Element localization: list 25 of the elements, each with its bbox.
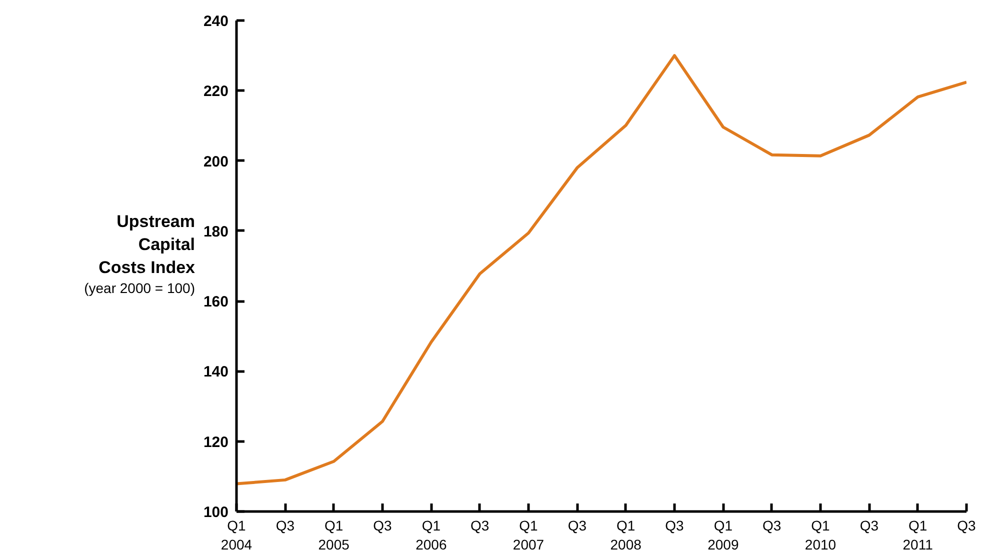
- x-tick-label: Q3: [568, 518, 587, 534]
- y-tick-label: 180: [203, 223, 229, 240]
- x-tick-label: Q3: [957, 518, 976, 534]
- y-tick-label: 160: [203, 294, 229, 311]
- x-tick-label: Q3: [276, 518, 295, 534]
- x-tick-label: Q3: [665, 518, 684, 534]
- x-tick-label: Q3: [762, 518, 782, 534]
- x-tick-label: Q3: [860, 518, 879, 534]
- y-tick-label: 240: [203, 13, 229, 30]
- text: (year 2000 = 100): [84, 279, 195, 297]
- line-series: [236, 54, 966, 486]
- x-tick-label: Q1 2010: [804, 518, 836, 553]
- x-tick-label: Q1 2005: [318, 518, 350, 553]
- x-tick-label: Q3: [470, 518, 490, 534]
- x-tick-label: Q1 2011: [902, 518, 934, 553]
- y-tick-label: 220: [203, 83, 229, 100]
- x-tick-label: Q1 2008: [610, 518, 642, 553]
- x-tick-label: Q1 2006: [416, 518, 447, 553]
- x-tick-label: Q1 2007: [512, 518, 544, 553]
- y-tick-label: 200: [203, 153, 229, 170]
- x-tick-label: Q3: [373, 518, 392, 534]
- y-tick-label: 120: [203, 434, 229, 451]
- y-axis-title: Upstream Capital Costs Index: [98, 211, 195, 279]
- x-tick-label: Q1 2009: [708, 518, 739, 553]
- y-tick-label: 140: [203, 364, 229, 381]
